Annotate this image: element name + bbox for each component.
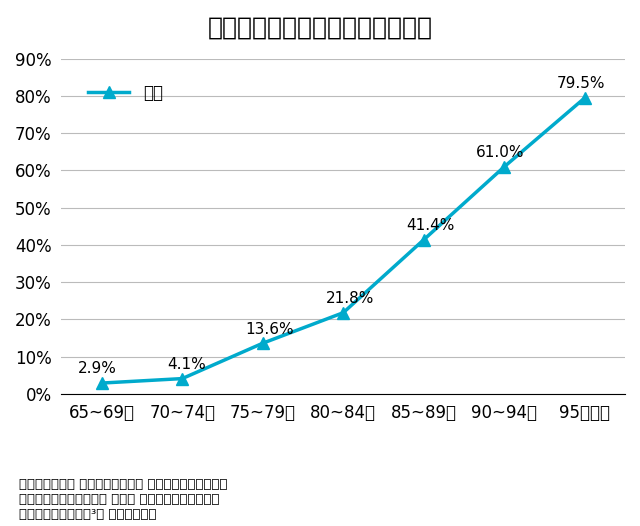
- 全体: [339, 309, 347, 316]
- 全体: [179, 376, 186, 382]
- Text: 41.4%: 41.4%: [406, 218, 454, 233]
- Text: 79.5%: 79.5%: [556, 76, 605, 91]
- Text: 出所：内閣官房 健康・医療戦略室 第２回認知症施策推進
　　のための有識者会議 資料１ 認知症年齢別有病率の
　　推移等について³） より一部改変: 出所：内閣官房 健康・医療戦略室 第２回認知症施策推進 のための有識者会議 資料…: [19, 478, 228, 521]
- Legend: 全体: 全体: [81, 77, 170, 108]
- Text: 図１　年齢階級別の認知症有病率: 図１ 年齢階級別の認知症有病率: [207, 16, 433, 40]
- Text: 21.8%: 21.8%: [326, 291, 374, 306]
- 全体: [581, 95, 589, 101]
- Text: 4.1%: 4.1%: [167, 357, 205, 372]
- 全体: [500, 164, 508, 170]
- 全体: [420, 237, 428, 243]
- 全体: [259, 340, 267, 347]
- Text: 2.9%: 2.9%: [78, 361, 117, 377]
- Text: 13.6%: 13.6%: [245, 321, 294, 337]
- Line: 全体: 全体: [96, 93, 590, 389]
- 全体: [98, 380, 106, 386]
- Text: 61.0%: 61.0%: [476, 145, 524, 160]
